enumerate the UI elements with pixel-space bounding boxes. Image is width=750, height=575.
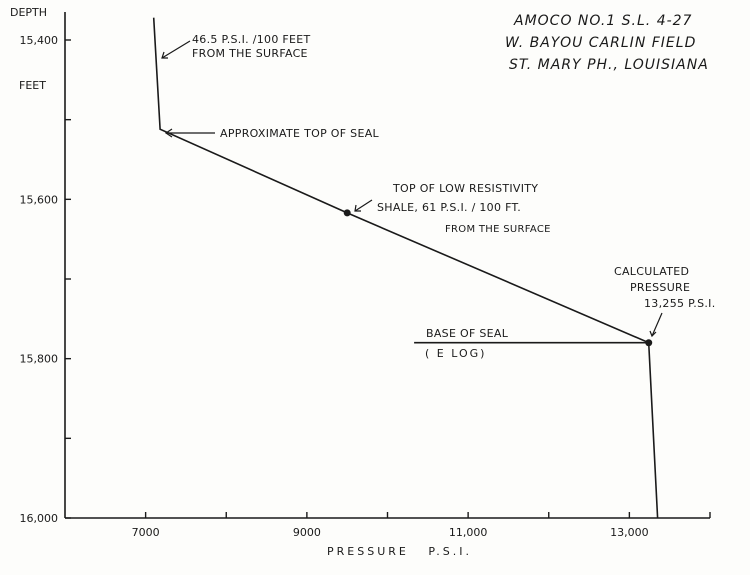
title-line-3: ST. MARY PH., LOUISIANA: [509, 57, 709, 73]
annotation-shale-line-1: TOP OF LOW RESISTIVITY: [392, 182, 538, 195]
annotation-gradient-line-2: FROM THE SURFACE: [192, 47, 308, 60]
annotation-arrow-gradient: [161, 40, 191, 59]
annotation-e-log: ( E LOG): [425, 347, 486, 360]
title-line-1: AMOCO NO.1 S.L. 4-27: [513, 13, 692, 29]
y-tick-label: 15,800: [20, 353, 59, 366]
series-line-pressure-gradient: [152, 17, 659, 519]
y-axis-unit-label: FEET: [19, 79, 46, 92]
annotation-top-of-seal: APPROXIMATE TOP OF SEAL: [220, 127, 380, 140]
x-tick-label: 11,000: [449, 526, 488, 539]
annotation-calculated-line-2: PRESSURE: [630, 281, 690, 294]
y-axis-label-top: DEPTH: [10, 6, 47, 19]
annotation-shale-line-2: SHALE, 61 P.S.I. / 100 FT.: [377, 201, 521, 214]
annotation-arrow-top-of-seal: [164, 128, 215, 138]
annotation-arrow-shale: [354, 199, 373, 212]
x-tick-label: 7000: [132, 526, 160, 539]
marker-calculated-pressure: [645, 339, 653, 347]
x-tick-label: 9000: [293, 526, 321, 539]
annotation-calculated-line-1: CALCULATED: [614, 265, 689, 278]
annotation-arrow-calculated: [649, 312, 663, 338]
x-tick-labels: 7000 9000 11,000 13,000: [132, 526, 649, 539]
annotation-shale-from-surface: FROM THE SURFACE: [445, 224, 551, 235]
y-ticks: [65, 39, 71, 519]
annotation-base-of-seal: BASE OF SEAL: [426, 327, 509, 340]
marker-top-low-resistivity-shale: [343, 209, 351, 217]
x-tick-label: 13,000: [610, 526, 649, 539]
annotation-calculated-line-3: 13,255 P.S.I.: [644, 297, 716, 310]
annotation-gradient-line-1: 46.5 P.S.I. /100 FEET: [192, 33, 311, 46]
y-tick-label: 15,400: [20, 34, 59, 47]
y-tick-label: 15,600: [20, 193, 59, 206]
y-tick-labels: 15,400 15,600 15,800 16,000: [20, 34, 59, 525]
x-ticks: [144, 512, 711, 518]
x-axis-label: PRESSURE P.S.I.: [327, 545, 472, 558]
y-tick-label: 16,000: [20, 512, 59, 525]
title-line-2: W. BAYOU CARLIN FIELD: [505, 35, 696, 51]
